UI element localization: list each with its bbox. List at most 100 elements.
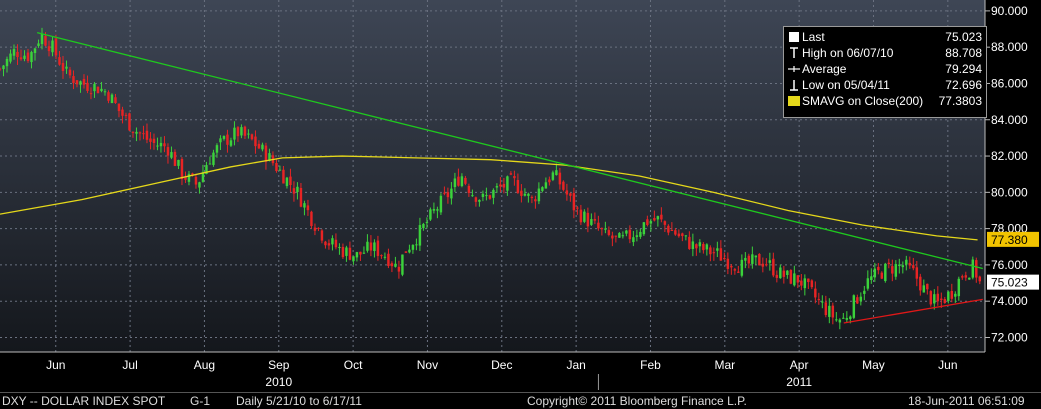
candle-body <box>317 227 320 229</box>
candle-body <box>138 132 142 134</box>
candle-body <box>492 189 495 198</box>
candle-body <box>44 35 47 46</box>
candle-body <box>474 197 478 202</box>
date-range-label: Daily 5/21/10 to 6/17/11 <box>236 394 362 408</box>
candle-body <box>257 143 261 149</box>
candle-body <box>131 131 135 133</box>
x-tick-label: Aug <box>194 358 215 372</box>
candle-body <box>562 181 565 190</box>
candle-body <box>709 247 712 255</box>
y-tick-label: 74.000 <box>991 294 1028 308</box>
candle-body <box>558 172 562 185</box>
candle-body <box>761 263 765 267</box>
candle-body <box>285 177 289 187</box>
candle-body <box>282 169 285 184</box>
candle-body <box>264 145 268 162</box>
candle-body <box>621 235 625 237</box>
candle-body <box>254 136 257 147</box>
sma-value-label: 77.380 <box>991 233 1028 247</box>
candle-body <box>891 266 894 274</box>
candle-body <box>607 230 611 235</box>
candle-body <box>425 222 429 224</box>
candle-body <box>702 243 705 251</box>
candle-body <box>604 228 607 230</box>
candle-body <box>128 113 131 131</box>
last-value-label: 75.023 <box>991 276 1028 290</box>
candle-body <box>712 252 716 254</box>
candle-body <box>338 246 341 248</box>
candle-body <box>163 143 166 147</box>
candle-body <box>261 144 264 150</box>
candle-body <box>93 83 96 92</box>
copyright-label: Copyright© 2011 Bloomberg Finance L.P. <box>527 394 747 408</box>
x-tick-label: Apr <box>790 358 809 372</box>
candle-body <box>247 133 250 135</box>
candle-body <box>117 103 121 112</box>
candle-body <box>628 229 632 240</box>
candle-body <box>919 276 922 291</box>
candle-body <box>418 225 422 246</box>
candle-body <box>754 255 758 258</box>
candle-body <box>593 219 597 221</box>
candle-body <box>460 176 464 187</box>
candle-body <box>635 235 639 237</box>
candle-body <box>670 230 674 232</box>
candle-body <box>299 187 303 207</box>
candle-body <box>457 176 460 186</box>
candle-body <box>677 233 681 237</box>
average-marker-icon <box>788 63 800 75</box>
candle-body <box>387 253 390 267</box>
legend-label: Average <box>802 62 847 76</box>
candle-body <box>352 256 355 262</box>
low-marker-icon <box>788 79 800 91</box>
candle-body <box>313 227 317 231</box>
status-footer: DXY -- DOLLAR INDEX SPOT G-1 Daily 5/21/… <box>0 392 1041 409</box>
candle-body <box>737 271 740 273</box>
sma-swatch-icon <box>788 95 800 107</box>
legend-row-low: Low on 05/04/11 72.696 <box>784 77 986 93</box>
legend-label: Low on 05/04/11 <box>802 78 890 92</box>
candle-body <box>334 239 338 248</box>
y-tick-label: 76.000 <box>991 258 1028 272</box>
candle-body <box>779 267 782 279</box>
candle-body <box>212 152 215 165</box>
candle-body <box>901 265 905 268</box>
candle-body <box>873 268 877 278</box>
candle-body <box>957 278 961 297</box>
candle-body <box>863 290 866 294</box>
candle-body <box>831 305 835 318</box>
candle-body <box>789 270 793 284</box>
candle-body <box>86 82 89 91</box>
candle-body <box>124 114 128 116</box>
candle-body <box>835 319 838 321</box>
candle-body <box>429 209 432 220</box>
candle-body <box>544 182 548 189</box>
candle-body <box>894 264 898 277</box>
candle-body <box>695 244 698 249</box>
sma-200-line <box>0 155 978 241</box>
candle-body <box>362 252 366 254</box>
candle-body <box>579 209 583 223</box>
y-tick-label: 88.000 <box>991 40 1028 54</box>
candle-body <box>355 252 359 258</box>
candle-body <box>586 212 590 227</box>
candle-body <box>649 221 653 224</box>
y-tick-label: 80.000 <box>991 185 1028 199</box>
candle-body <box>751 254 754 264</box>
candle-body <box>730 265 733 268</box>
trendline-up <box>843 298 983 324</box>
candle-body <box>639 231 642 237</box>
candle-body <box>807 278 810 283</box>
candle-body <box>786 270 789 275</box>
candle-body <box>884 263 887 282</box>
candle-body <box>341 246 345 258</box>
legend-label: High on 06/07/10 <box>802 46 894 60</box>
legend-value: 72.696 <box>945 78 982 92</box>
candle-body <box>646 219 649 225</box>
candle-body <box>877 266 880 271</box>
candle-body <box>926 283 929 290</box>
candle-body <box>772 258 775 276</box>
candle-body <box>478 199 481 202</box>
candle-body <box>215 145 219 153</box>
candle-body <box>159 142 163 147</box>
